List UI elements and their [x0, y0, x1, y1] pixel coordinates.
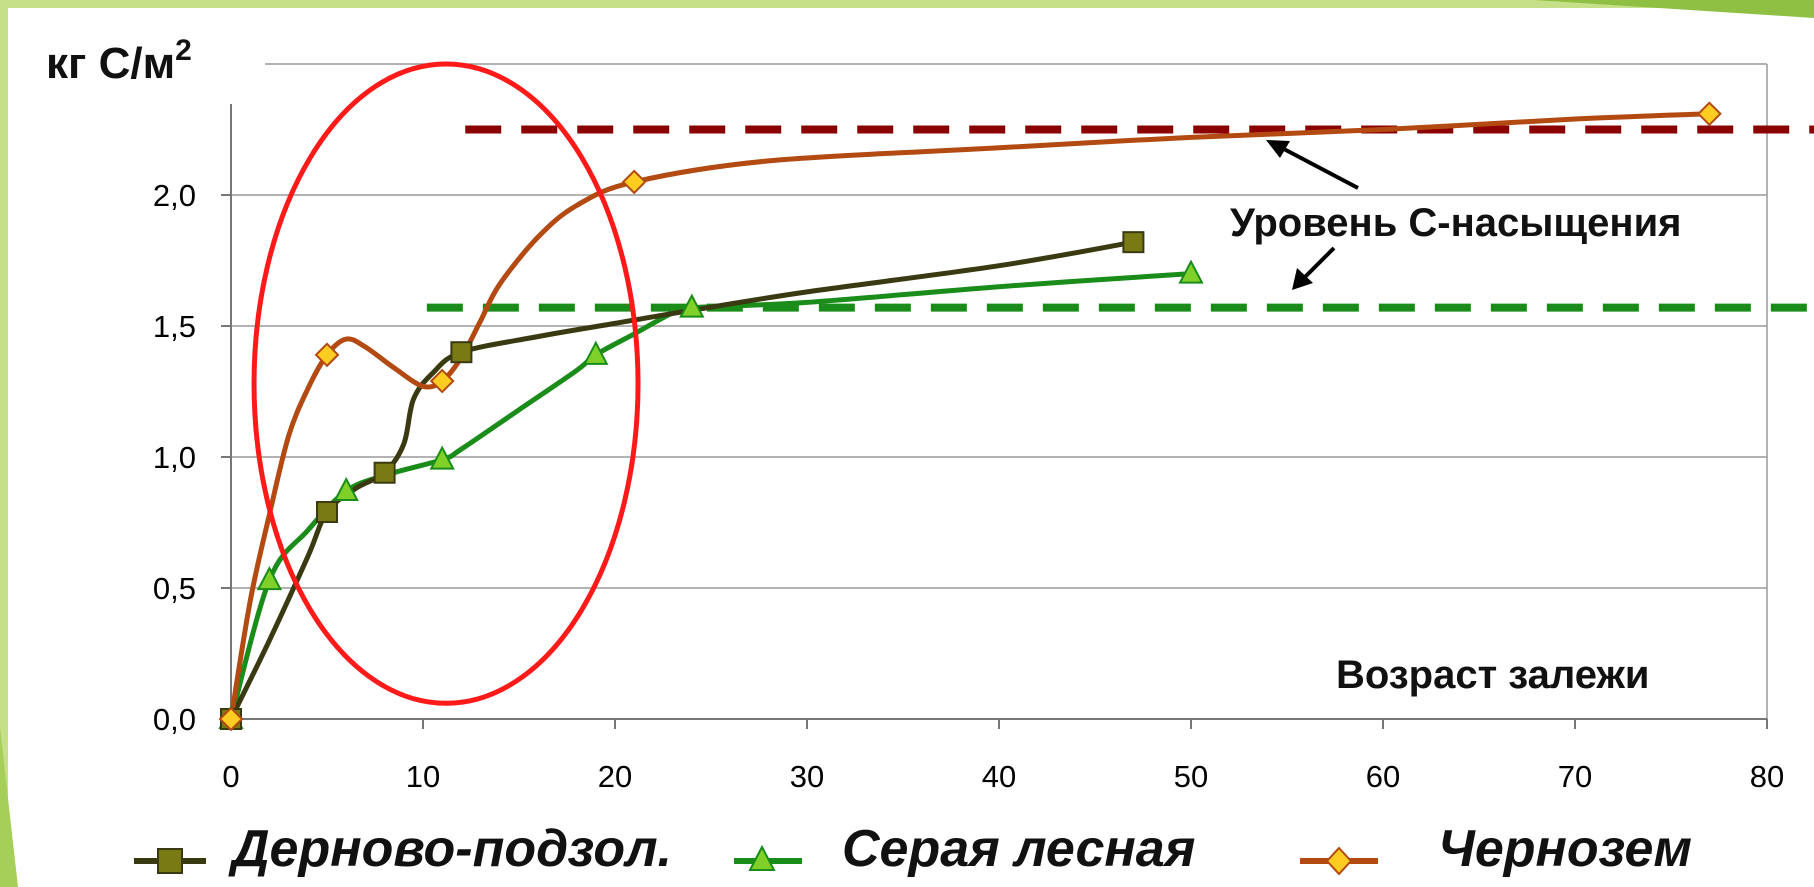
arrow-to-chernozem-level	[1281, 146, 1359, 190]
series-line	[228, 239, 1134, 721]
series-markers	[218, 101, 1722, 732]
legend: Дерново-подзол. Серая лесная Чернозем	[134, 820, 1692, 878]
y-tick-label: 2,0	[153, 178, 196, 213]
y-tick-label: 0,0	[153, 702, 196, 737]
data-point-triangle	[583, 340, 609, 365]
data-point-diamond	[314, 342, 340, 368]
axes	[230, 104, 1767, 720]
slide-corner-bottom-left	[0, 727, 18, 887]
y-unit-superscript: 2	[175, 34, 192, 67]
x-ticks: 0 10 20 30 40 50 60 70 80	[222, 719, 1784, 794]
x-tick-label: 40	[982, 759, 1016, 794]
series-line	[228, 111, 1710, 720]
legend-square-marker	[157, 848, 183, 874]
x-tick-label: 20	[598, 759, 632, 794]
data-point-triangle	[333, 476, 359, 502]
x-tick-label: 50	[1174, 759, 1208, 794]
saturation-levels	[426, 125, 1814, 312]
data-point-square	[450, 341, 473, 364]
data-point-triangle	[256, 565, 283, 591]
data-point-diamond	[621, 169, 647, 195]
y-tick-label: 1,5	[153, 309, 196, 344]
data-point-triangle	[679, 293, 705, 318]
data-point-diamond	[1696, 101, 1722, 127]
gridlines	[231, 63, 1768, 720]
legend-label: Чернозем	[1438, 820, 1692, 878]
arrowhead-icon	[1266, 140, 1290, 158]
legend-diamond-marker	[1325, 846, 1353, 876]
data-point-square	[373, 461, 396, 484]
x-tick-label: 60	[1366, 759, 1400, 794]
y-tick-label: 0,5	[153, 571, 196, 606]
x-tick-label: 30	[790, 759, 824, 794]
legend-item-chernozem: Чернозем	[1300, 820, 1692, 878]
data-point-square	[1122, 231, 1145, 254]
x-tick-label: 10	[406, 759, 440, 794]
legend-triangle-marker	[748, 844, 776, 871]
arrowhead-icon	[1292, 268, 1313, 290]
y-tick-label: 1,0	[153, 440, 196, 475]
data-point-diamond	[429, 368, 455, 394]
y-unit-text: кг С/м	[46, 39, 175, 88]
saturation-level-label: Уровень С-насыщения	[1230, 201, 1682, 245]
slide-frame-left	[0, 0, 8, 887]
legend-label: Серая лесная	[842, 820, 1195, 878]
highlight-ellipse	[251, 61, 641, 706]
x-axis-annotation: Возраст залежи	[1336, 653, 1649, 697]
y-axis-unit-label: кг С/м2	[46, 34, 192, 88]
data-point-square	[316, 501, 338, 524]
x-tick-label: 80	[1750, 759, 1784, 794]
slide-corner-top-right	[1534, 0, 1814, 18]
series-line	[228, 271, 1192, 720]
slide-frame-top	[0, 0, 1814, 8]
x-tick-label: 0	[222, 759, 239, 794]
legend-item-seraya-lesnaya: Серая лесная	[734, 820, 1195, 878]
legend-item-dernovo-podzol: Дерново-подзол.	[134, 820, 672, 878]
data-point-diamond	[218, 706, 244, 732]
x-tick-label: 70	[1558, 759, 1592, 794]
annotation-arrows	[1266, 140, 1359, 290]
y-ticks: 0,0 0,5 1,0 1,5 2,0	[153, 178, 231, 737]
data-point-triangle	[429, 445, 455, 470]
data-point-triangle	[1178, 259, 1204, 284]
arrow-to-forest-level	[1302, 246, 1336, 280]
legend-label: Дерново-подзол.	[228, 820, 672, 878]
